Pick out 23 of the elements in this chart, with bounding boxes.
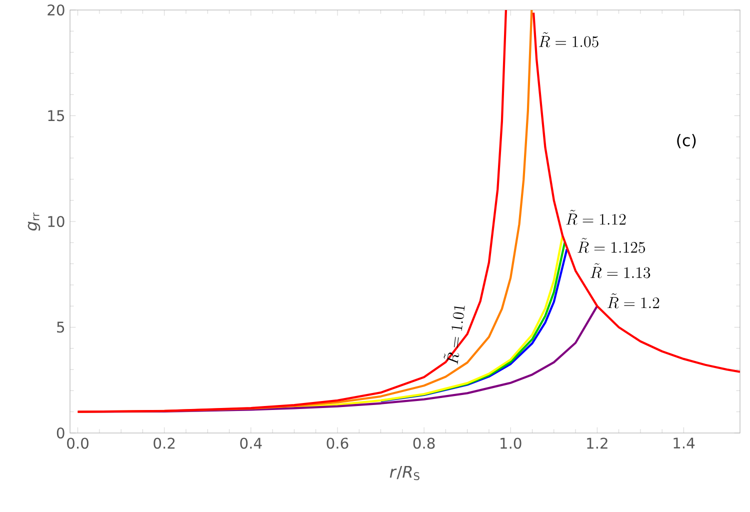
x-axis-title: r/R$_{S}$	[390, 466, 420, 480]
annotation: $\tilde{R}=1.13$	[590, 263, 650, 278]
y-tick-label: 5	[57, 322, 64, 333]
x-tick-label: 1.0	[500, 438, 522, 449]
x-tick-label: 0.2	[154, 438, 175, 449]
y-axis-title: g$_{rr}$	[28, 212, 40, 231]
annotation: $\tilde{R}=1.05$	[538, 32, 598, 48]
x-tick-label: 1.2	[587, 438, 608, 449]
annotation: (c)	[677, 134, 696, 148]
x-tick-label: 0.4	[240, 438, 262, 449]
x-tick-label: 0.0	[67, 438, 88, 449]
y-tick-label: 15	[48, 110, 64, 122]
x-tick-label: 0.8	[413, 438, 435, 449]
x-tick-label: 0.6	[326, 438, 348, 449]
annotation: $\tilde{R}=1.125$	[578, 238, 645, 253]
y-tick-label: 20	[48, 4, 64, 16]
y-tick-label: 0	[56, 427, 64, 439]
annotation: $\tilde{R}=1.01$	[444, 306, 465, 364]
y-tick-label: 10	[48, 216, 64, 228]
line-series	[532, 12, 740, 373]
x-tick-label: 1.4	[674, 438, 695, 448]
annotation: $\tilde{R}=1.2$	[608, 293, 660, 308]
annotation: $\tilde{R}=1.12$	[566, 210, 626, 225]
